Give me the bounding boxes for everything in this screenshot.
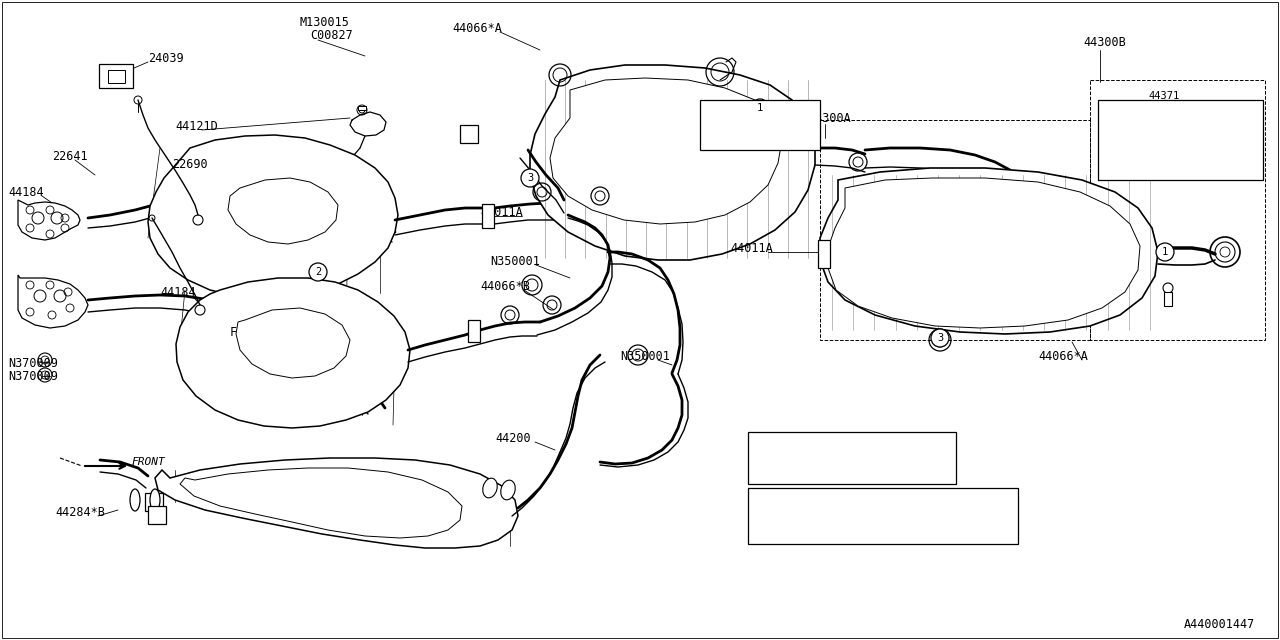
Polygon shape xyxy=(177,278,410,428)
Polygon shape xyxy=(828,178,1140,328)
Text: 44011A: 44011A xyxy=(480,205,522,218)
Text: 1: 1 xyxy=(1162,247,1169,257)
Text: N370009: N370009 xyxy=(8,369,58,383)
Text: 44066*A: 44066*A xyxy=(452,22,502,35)
Bar xyxy=(460,125,477,143)
Text: N350001: N350001 xyxy=(620,349,669,362)
Bar xyxy=(358,106,366,110)
Bar xyxy=(1164,292,1172,306)
Text: M660014 (-1001): M660014 (-1001) xyxy=(783,495,891,509)
Text: M130015: M130015 xyxy=(300,15,349,29)
Bar xyxy=(145,493,163,511)
Text: 44200: 44200 xyxy=(495,431,531,445)
Text: 44371: 44371 xyxy=(704,105,735,115)
Circle shape xyxy=(754,462,772,480)
Bar xyxy=(468,320,480,342)
Bar xyxy=(1091,80,1265,340)
Text: 24039: 24039 xyxy=(148,51,183,65)
FancyBboxPatch shape xyxy=(99,64,133,88)
Polygon shape xyxy=(148,135,398,298)
Text: 44156: 44156 xyxy=(370,502,406,515)
Text: 44184: 44184 xyxy=(8,186,44,198)
Text: M250076: M250076 xyxy=(783,465,833,477)
Polygon shape xyxy=(236,308,349,378)
Polygon shape xyxy=(228,178,338,244)
Polygon shape xyxy=(180,468,462,538)
Text: 44371: 44371 xyxy=(698,91,730,101)
Text: N370009: N370009 xyxy=(8,356,58,369)
Text: 44371: 44371 xyxy=(1148,91,1179,101)
Text: 22690: 22690 xyxy=(172,157,207,170)
Text: 1: 1 xyxy=(756,103,763,113)
FancyBboxPatch shape xyxy=(108,70,124,83)
Bar xyxy=(700,100,820,150)
Circle shape xyxy=(754,493,772,511)
Text: 44011A: 44011A xyxy=(730,241,773,255)
Bar xyxy=(818,240,829,268)
Text: A: A xyxy=(154,510,160,520)
Text: 2: 2 xyxy=(315,267,321,277)
Circle shape xyxy=(1156,243,1174,261)
Bar xyxy=(748,488,1018,544)
Text: 44300A: 44300A xyxy=(808,111,851,125)
Text: 44284*B: 44284*B xyxy=(55,506,105,518)
Bar xyxy=(483,204,494,228)
Text: 44371: 44371 xyxy=(1103,107,1134,117)
Text: FIG.440-5: FIG.440-5 xyxy=(230,326,294,339)
Polygon shape xyxy=(18,200,79,240)
Text: <FOR WITH: <FOR WITH xyxy=(1103,121,1160,131)
Polygon shape xyxy=(18,275,88,328)
Ellipse shape xyxy=(131,489,140,511)
Bar xyxy=(148,506,166,524)
Ellipse shape xyxy=(500,480,516,500)
Text: 44066*A: 44066*A xyxy=(1038,349,1088,362)
Ellipse shape xyxy=(150,489,160,511)
Polygon shape xyxy=(820,168,1158,334)
Text: <FOR WITH: <FOR WITH xyxy=(704,116,760,126)
Circle shape xyxy=(751,99,769,117)
Text: 44121D: 44121D xyxy=(175,120,218,132)
Text: N350001: N350001 xyxy=(490,255,540,268)
Text: CUTTER>: CUTTER> xyxy=(1103,135,1147,145)
Text: CUTTER>: CUTTER> xyxy=(704,127,748,137)
Text: 44300B: 44300B xyxy=(1083,35,1125,49)
Text: 3: 3 xyxy=(527,173,534,183)
Polygon shape xyxy=(550,78,782,224)
Text: 44066*B: 44066*B xyxy=(600,172,650,184)
Text: 0105S    (1001-): 0105S (1001-) xyxy=(783,524,899,536)
Text: A: A xyxy=(466,129,472,139)
Polygon shape xyxy=(155,458,518,548)
Text: 1: 1 xyxy=(760,440,767,450)
Text: 3: 3 xyxy=(937,333,943,343)
Text: C00827: C00827 xyxy=(310,29,353,42)
Bar xyxy=(748,432,956,484)
Text: 3: 3 xyxy=(760,497,767,507)
Text: 2: 2 xyxy=(760,466,767,476)
Text: 0100S: 0100S xyxy=(783,438,819,451)
Text: 22641: 22641 xyxy=(52,150,87,163)
Circle shape xyxy=(308,263,326,281)
Circle shape xyxy=(521,169,539,187)
Bar xyxy=(820,120,1091,340)
Polygon shape xyxy=(530,65,815,260)
Ellipse shape xyxy=(483,478,497,498)
Circle shape xyxy=(754,436,772,454)
Bar xyxy=(1098,100,1263,180)
Text: 44066*B: 44066*B xyxy=(480,280,530,292)
Text: 44186*B: 44186*B xyxy=(388,486,438,499)
Text: FRONT: FRONT xyxy=(132,457,165,467)
Text: A440001447: A440001447 xyxy=(1184,618,1254,632)
Text: A: A xyxy=(151,497,157,507)
Text: 44184: 44184 xyxy=(160,285,196,298)
Circle shape xyxy=(931,329,948,347)
